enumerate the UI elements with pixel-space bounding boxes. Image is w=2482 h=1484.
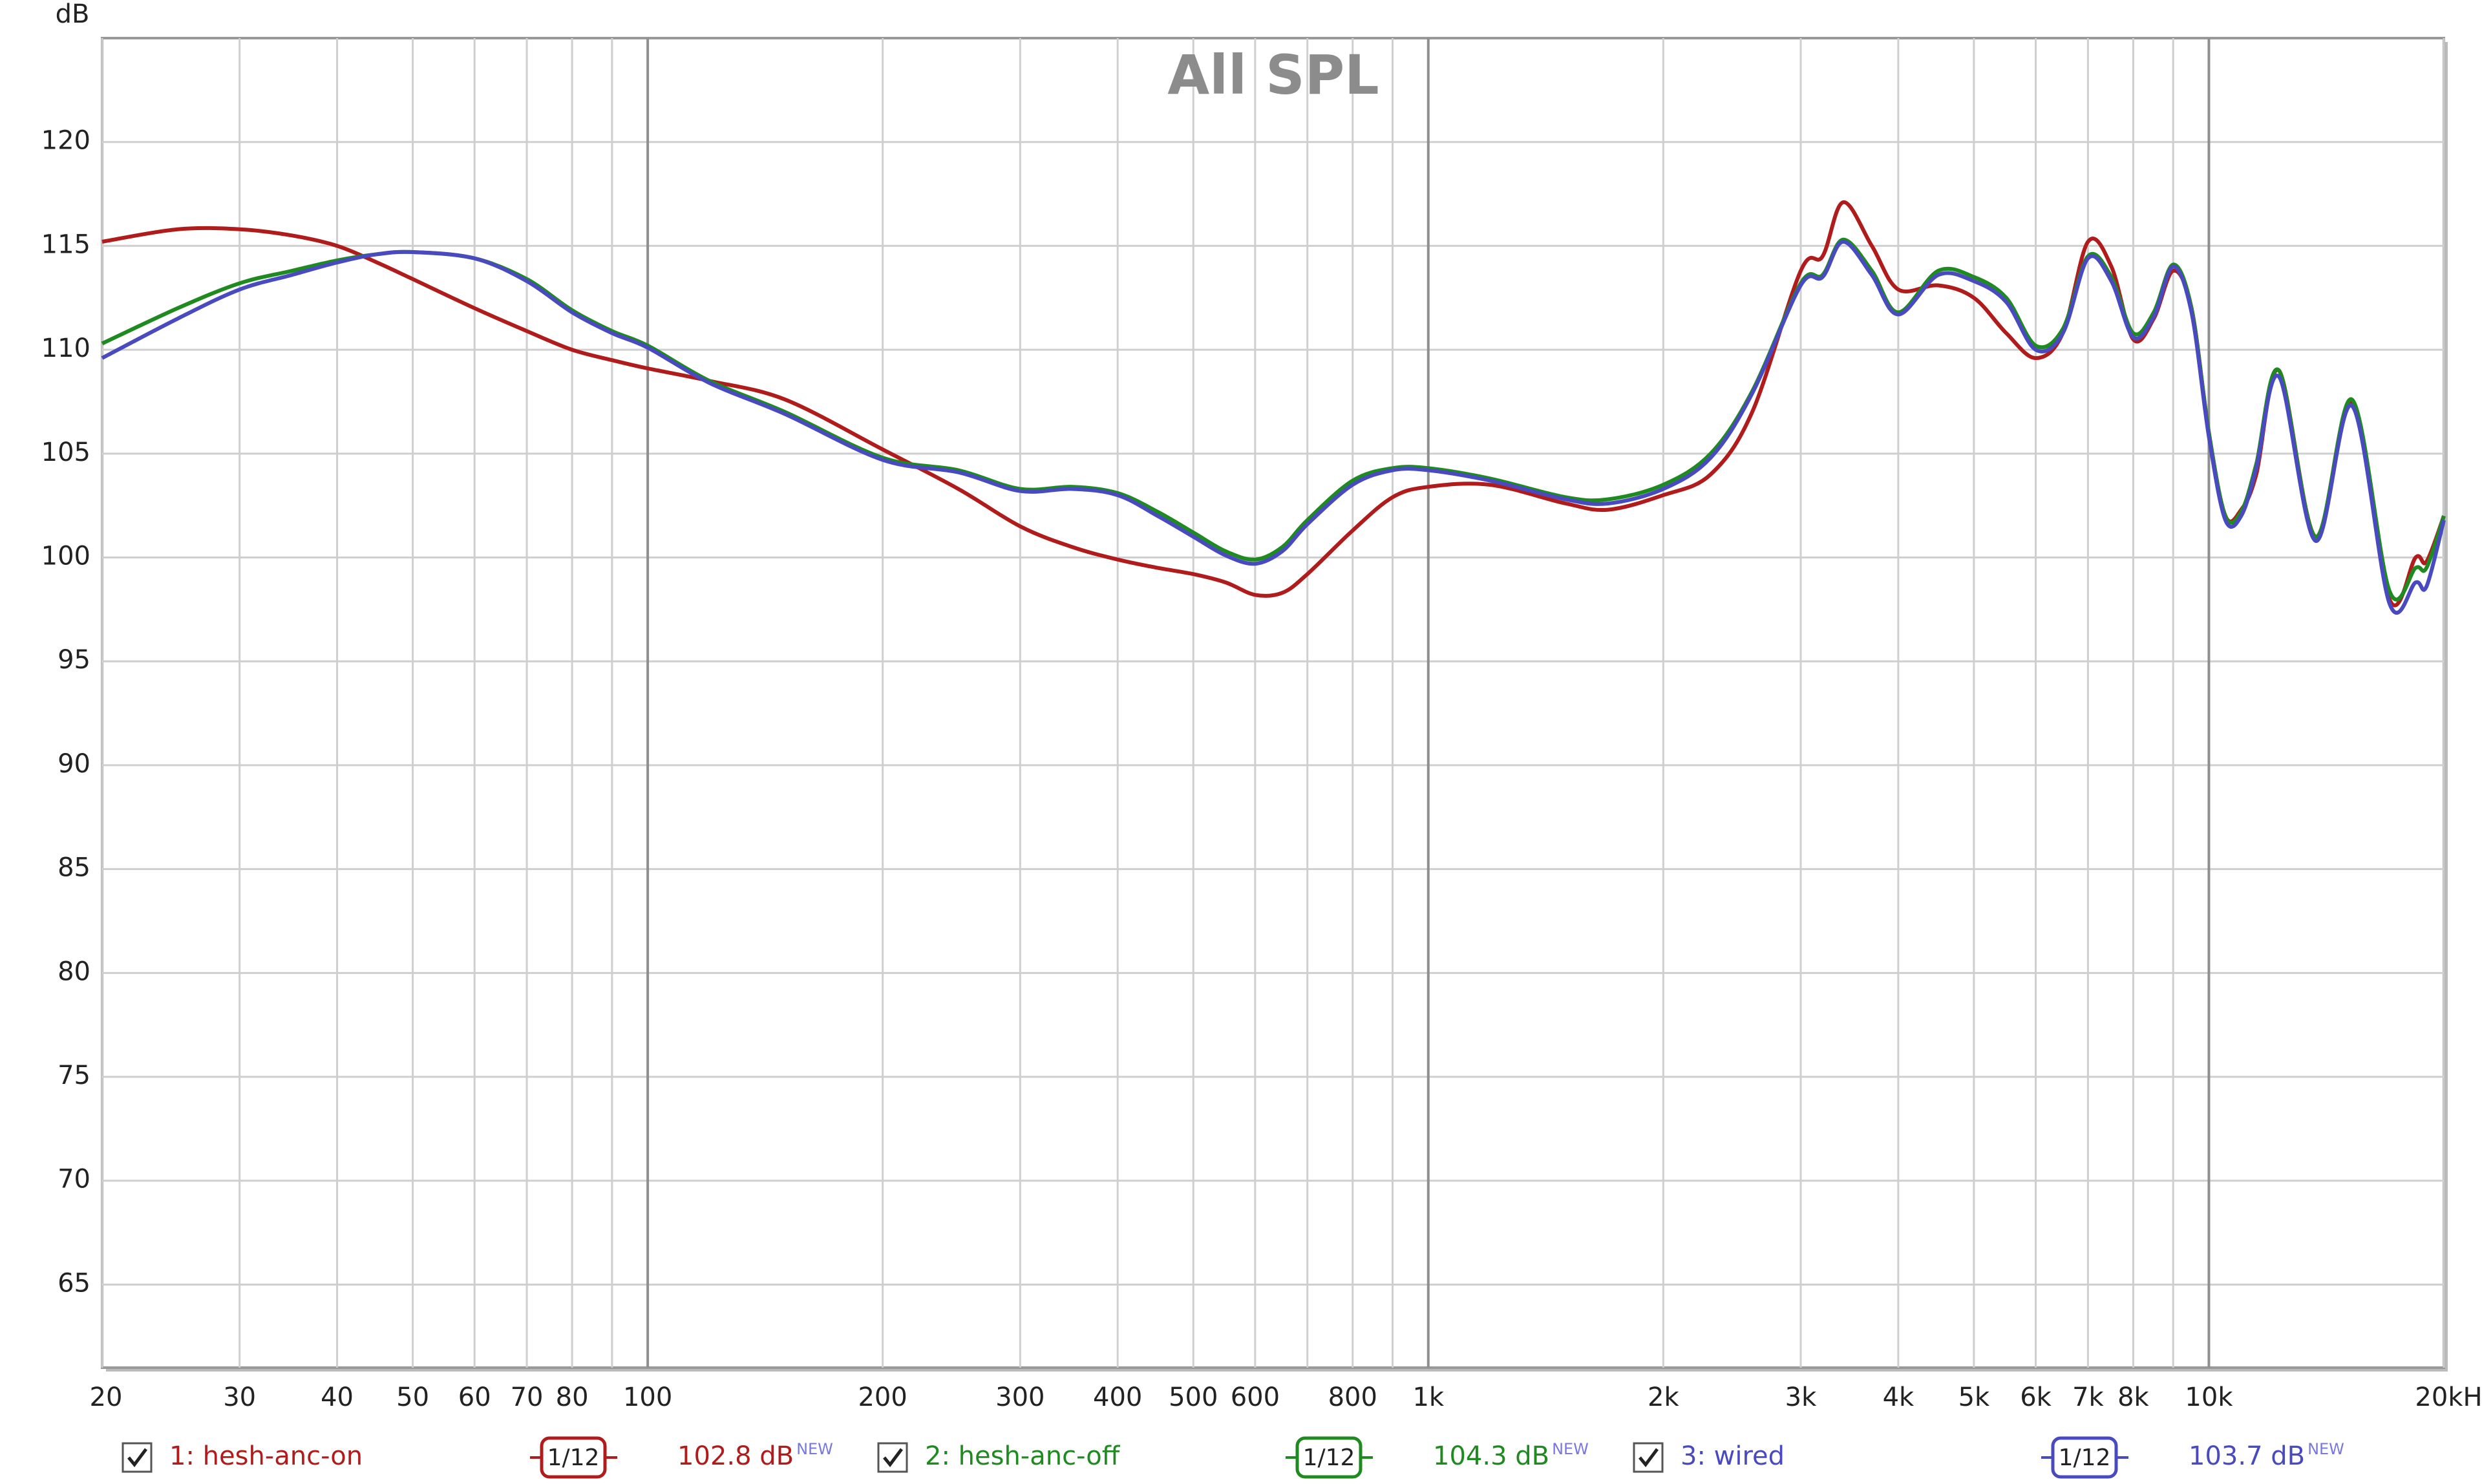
x-tick-label: 70 [511,1383,544,1412]
x-tick-label: 7k [2072,1383,2104,1412]
checkbox-box [1633,1442,1664,1473]
curves [101,200,2446,615]
y-tick-label: 120 [41,126,90,156]
y-tick-label: 90 [58,749,90,779]
grid [101,38,2445,1368]
legend-checkbox[interactable] [1633,1442,1664,1473]
y-axis-label: dB [56,0,90,29]
new-badge: NEW [2307,1440,2344,1458]
x-tick-label: 300 [995,1383,1045,1412]
legend: 1: hesh-anc-on 1/12 102.8 dB NEW 2: hesh-anc… [122,1436,2344,1479]
response-curve [101,240,2446,615]
x-tick-label: 30 [223,1383,256,1412]
smoothing-button[interactable] [2051,1436,2118,1479]
y-tick-label: 115 [41,229,90,259]
level-label: 102.8 dB [677,1441,794,1471]
x-tick-label: 200 [858,1383,907,1412]
legend-label[interactable]: 3: wired [1681,1441,1785,1471]
x-tick-label: 2k [1648,1383,1679,1412]
new-badge: NEW [796,1440,833,1458]
y-tick-label: 75 [58,1061,90,1090]
y-tick-label: 105 [41,438,90,467]
legend-checkbox[interactable] [877,1442,908,1473]
smoothing-button[interactable] [540,1436,607,1479]
x-tick-label: 1k [1412,1383,1444,1412]
legend-item: 2: hesh-anc-off 1/12 104.3 dB NEW [877,1436,1589,1479]
x-tick-label: 20 [90,1383,123,1412]
legend-label[interactable]: 2: hesh-anc-off [925,1441,1121,1471]
legend-checkbox[interactable] [122,1442,153,1473]
x-tick-label: 400 [1093,1383,1142,1412]
plot-area [101,37,2445,1369]
y-tick-label: 70 [58,1165,90,1194]
x-tick-label: 600 [1231,1383,1280,1412]
y-tick-label: 95 [58,645,90,675]
new-badge: NEW [1552,1440,1589,1458]
checkbox-box [122,1442,153,1473]
smoothing-label: 1/12 [1303,1445,1355,1471]
legend-item: 1: hesh-anc-on 1/12 102.8 dB NEW [122,1436,833,1479]
x-tick-label: 5k [1958,1383,1990,1412]
x-tick-label: 20kHz [2415,1383,2482,1412]
y-tick-label: 100 [41,542,90,571]
level-label: 104.3 dB [1433,1441,1549,1471]
x-tick-label: 80 [556,1383,589,1412]
y-tick-label: 65 [58,1268,90,1298]
chart-title: All SPL [1167,43,1379,107]
x-tick-label: 500 [1169,1383,1218,1412]
level-label: 103.7 dB [2189,1441,2305,1471]
x-tick-label: 4k [1883,1383,1915,1412]
checkbox-check [883,1448,903,1468]
legend-item: 3: wired 1/12 103.7 dB NEW [1633,1436,2344,1479]
x-tick-label: 50 [396,1383,429,1412]
x-tick-label: 800 [1328,1383,1377,1412]
x-tick-label: 60 [458,1383,491,1412]
x-tick-label: 40 [321,1383,354,1412]
y-tick-label: 110 [41,334,90,363]
y-tick-label: 85 [58,853,90,883]
smoothing-button[interactable] [1295,1436,1363,1479]
x-tick-label: 100 [623,1383,672,1412]
y-tick-label: 80 [58,957,90,986]
x-tick-label: 6k [2020,1383,2052,1412]
smoothing-label: 1/12 [2059,1445,2111,1471]
smoothing-label: 1/12 [547,1445,600,1471]
x-tick-label: 10k [2185,1383,2233,1412]
checkbox-check [127,1448,147,1468]
checkbox-box [877,1442,908,1473]
checkbox-check [1639,1448,1659,1468]
x-tick-label: 3k [1785,1383,1817,1412]
legend-label[interactable]: 1: hesh-anc-on [169,1441,363,1471]
x-tick-label: 8k [2117,1383,2149,1412]
